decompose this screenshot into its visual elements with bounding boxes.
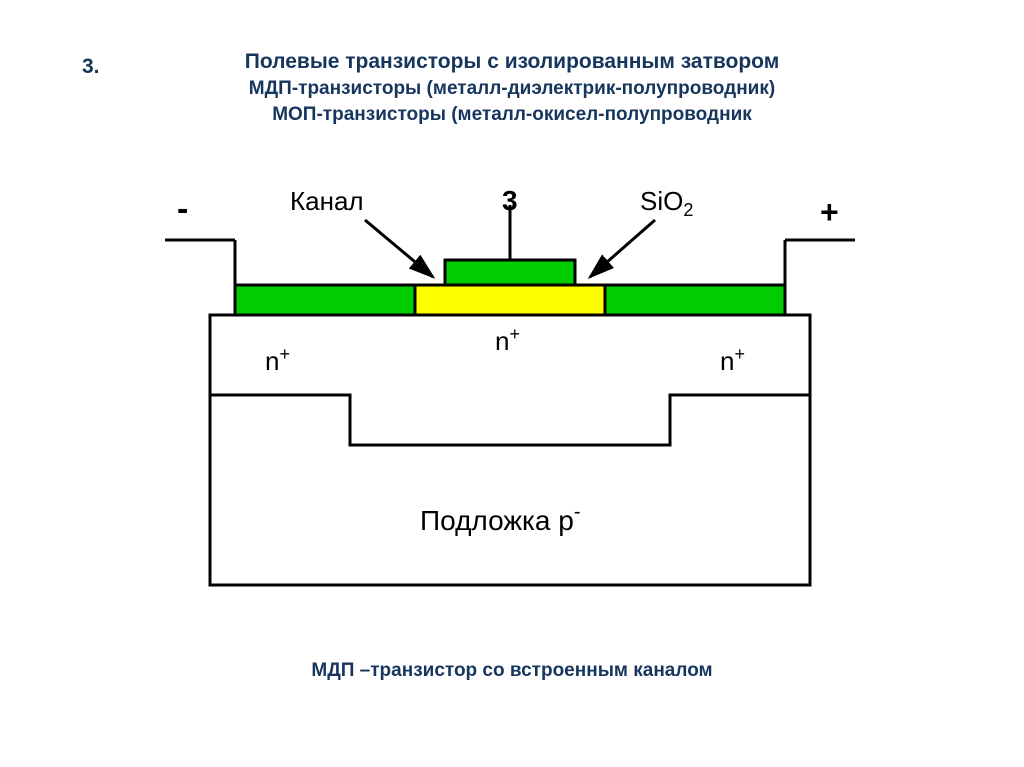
label-sio2: SiO2 [640, 186, 693, 220]
title-sub1: МДП-транзисторы (металл-диэлектрик-полуп… [0, 78, 1024, 100]
title-main: Полевые транзисторы с изолированным затв… [0, 50, 1024, 74]
label-plus: + [820, 194, 839, 230]
label-channel: Канал [290, 186, 364, 216]
label-minus: - [177, 190, 188, 228]
channel-rect [415, 285, 605, 315]
arrow-channel [365, 220, 433, 277]
title-block: Полевые транзисторы с изолированным затв… [0, 50, 1024, 126]
oxide-left [235, 285, 415, 315]
arrow-sio2 [590, 220, 655, 277]
mosfet-diagram: Канал 3 SiO2 - + n+ n+ n+ Подложка p- [165, 185, 855, 620]
title-sub2: МОП-транзисторы (металл-окисел-полупрово… [0, 104, 1024, 126]
label-substrate: Подложка p- [420, 501, 581, 536]
gate-rect [445, 260, 575, 285]
oxide-right [605, 285, 785, 315]
caption: МДП –транзистор со встроенным каналом [0, 660, 1024, 682]
label-gate: 3 [502, 185, 518, 216]
